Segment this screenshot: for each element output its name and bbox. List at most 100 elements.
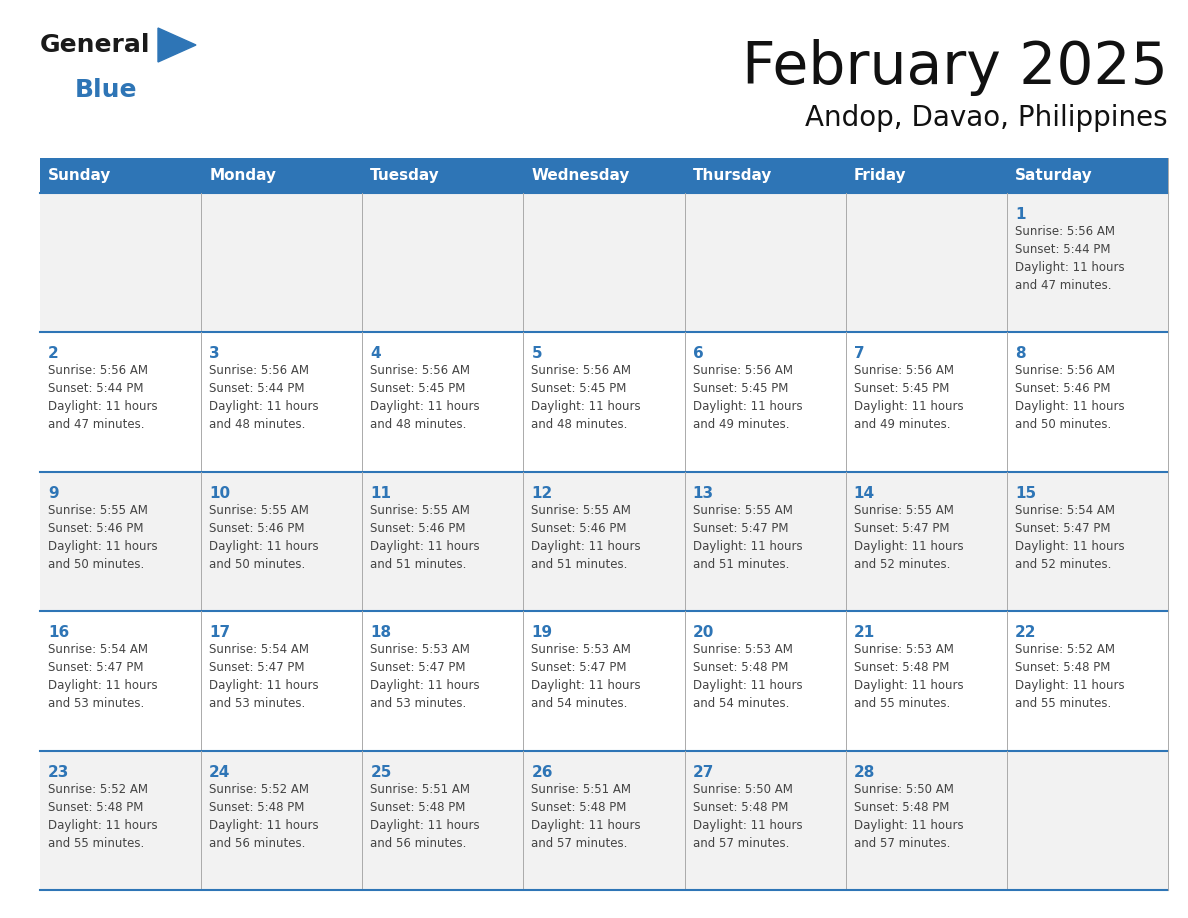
Text: and 47 minutes.: and 47 minutes.: [1015, 279, 1111, 292]
Bar: [40, 332, 1168, 472]
Text: and 49 minutes.: and 49 minutes.: [693, 419, 789, 431]
Text: Daylight: 11 hours: Daylight: 11 hours: [48, 679, 158, 692]
Text: Daylight: 11 hours: Daylight: 11 hours: [1015, 679, 1125, 692]
Text: Daylight: 11 hours: Daylight: 11 hours: [531, 679, 642, 692]
Text: Daylight: 11 hours: Daylight: 11 hours: [854, 679, 963, 692]
Text: 25: 25: [371, 765, 392, 779]
Text: 9: 9: [48, 486, 58, 501]
Text: Sunrise: 5:54 AM: Sunrise: 5:54 AM: [209, 644, 309, 656]
Text: 26: 26: [531, 765, 552, 779]
Text: Sunset: 5:46 PM: Sunset: 5:46 PM: [209, 521, 304, 535]
Text: and 51 minutes.: and 51 minutes.: [693, 558, 789, 571]
Text: Daylight: 11 hours: Daylight: 11 hours: [209, 540, 318, 553]
Text: Sunrise: 5:54 AM: Sunrise: 5:54 AM: [1015, 504, 1114, 517]
Text: Sunset: 5:47 PM: Sunset: 5:47 PM: [48, 661, 144, 674]
Text: Daylight: 11 hours: Daylight: 11 hours: [209, 400, 318, 413]
Text: Sunset: 5:47 PM: Sunset: 5:47 PM: [693, 521, 788, 535]
Text: and 55 minutes.: and 55 minutes.: [48, 836, 144, 849]
Text: 11: 11: [371, 486, 391, 501]
Text: Sunset: 5:48 PM: Sunset: 5:48 PM: [693, 800, 788, 813]
Text: Daylight: 11 hours: Daylight: 11 hours: [693, 819, 802, 832]
Text: Daylight: 11 hours: Daylight: 11 hours: [1015, 540, 1125, 553]
Bar: [40, 472, 1168, 611]
Text: February 2025: February 2025: [742, 39, 1168, 96]
Text: Daylight: 11 hours: Daylight: 11 hours: [693, 679, 802, 692]
Text: Sunrise: 5:56 AM: Sunrise: 5:56 AM: [48, 364, 148, 377]
Text: Monday: Monday: [209, 168, 276, 183]
Text: 18: 18: [371, 625, 391, 640]
Text: Sunset: 5:45 PM: Sunset: 5:45 PM: [531, 383, 627, 396]
Text: Sunrise: 5:50 AM: Sunrise: 5:50 AM: [854, 783, 954, 796]
Text: and 56 minutes.: and 56 minutes.: [209, 836, 305, 849]
Text: and 54 minutes.: and 54 minutes.: [531, 697, 627, 711]
Text: 5: 5: [531, 346, 542, 362]
Text: General: General: [40, 33, 151, 57]
Text: 28: 28: [854, 765, 876, 779]
Text: 24: 24: [209, 765, 230, 779]
Text: Daylight: 11 hours: Daylight: 11 hours: [371, 679, 480, 692]
Text: and 54 minutes.: and 54 minutes.: [693, 697, 789, 711]
Text: Sunrise: 5:56 AM: Sunrise: 5:56 AM: [854, 364, 954, 377]
Text: and 51 minutes.: and 51 minutes.: [371, 558, 467, 571]
Text: and 53 minutes.: and 53 minutes.: [371, 697, 467, 711]
Text: and 51 minutes.: and 51 minutes.: [531, 558, 627, 571]
Text: Sunset: 5:47 PM: Sunset: 5:47 PM: [1015, 521, 1111, 535]
Text: 14: 14: [854, 486, 874, 501]
Text: Wednesday: Wednesday: [531, 168, 630, 183]
Text: Thursday: Thursday: [693, 168, 772, 183]
Text: 2: 2: [48, 346, 58, 362]
Text: Sunrise: 5:52 AM: Sunrise: 5:52 AM: [1015, 644, 1114, 656]
Text: Daylight: 11 hours: Daylight: 11 hours: [854, 400, 963, 413]
Text: Sunrise: 5:53 AM: Sunrise: 5:53 AM: [531, 644, 631, 656]
Text: Sunrise: 5:56 AM: Sunrise: 5:56 AM: [531, 364, 632, 377]
Text: Sunrise: 5:53 AM: Sunrise: 5:53 AM: [693, 644, 792, 656]
Text: 21: 21: [854, 625, 876, 640]
Text: 27: 27: [693, 765, 714, 779]
Text: and 48 minutes.: and 48 minutes.: [209, 419, 305, 431]
Text: and 52 minutes.: and 52 minutes.: [854, 558, 950, 571]
Text: and 55 minutes.: and 55 minutes.: [854, 697, 950, 711]
Text: and 57 minutes.: and 57 minutes.: [854, 836, 950, 849]
Text: Andop, Davao, Philippines: Andop, Davao, Philippines: [805, 104, 1168, 132]
Text: Sunset: 5:45 PM: Sunset: 5:45 PM: [693, 383, 788, 396]
Text: Daylight: 11 hours: Daylight: 11 hours: [48, 400, 158, 413]
Text: and 57 minutes.: and 57 minutes.: [693, 836, 789, 849]
Text: Sunset: 5:47 PM: Sunset: 5:47 PM: [854, 521, 949, 535]
Text: Saturday: Saturday: [1015, 168, 1093, 183]
Text: Daylight: 11 hours: Daylight: 11 hours: [854, 540, 963, 553]
Text: Sunset: 5:46 PM: Sunset: 5:46 PM: [531, 521, 627, 535]
Text: 10: 10: [209, 486, 230, 501]
Text: Sunrise: 5:53 AM: Sunrise: 5:53 AM: [371, 644, 470, 656]
Text: 3: 3: [209, 346, 220, 362]
Text: and 55 minutes.: and 55 minutes.: [1015, 697, 1111, 711]
Bar: [40, 193, 1168, 332]
Text: Sunset: 5:48 PM: Sunset: 5:48 PM: [1015, 661, 1111, 674]
Text: Friday: Friday: [854, 168, 906, 183]
Text: Daylight: 11 hours: Daylight: 11 hours: [531, 400, 642, 413]
Text: Sunrise: 5:55 AM: Sunrise: 5:55 AM: [209, 504, 309, 517]
Polygon shape: [158, 28, 196, 62]
Text: Sunrise: 5:56 AM: Sunrise: 5:56 AM: [693, 364, 792, 377]
Text: Sunset: 5:48 PM: Sunset: 5:48 PM: [209, 800, 304, 813]
Text: Sunrise: 5:50 AM: Sunrise: 5:50 AM: [693, 783, 792, 796]
Text: 17: 17: [209, 625, 230, 640]
Text: Daylight: 11 hours: Daylight: 11 hours: [209, 819, 318, 832]
Text: and 49 minutes.: and 49 minutes.: [854, 419, 950, 431]
Bar: [40, 611, 1168, 751]
Text: Sunset: 5:48 PM: Sunset: 5:48 PM: [531, 800, 627, 813]
Text: Daylight: 11 hours: Daylight: 11 hours: [209, 679, 318, 692]
Text: Sunrise: 5:51 AM: Sunrise: 5:51 AM: [371, 783, 470, 796]
Text: 8: 8: [1015, 346, 1025, 362]
Text: Sunset: 5:47 PM: Sunset: 5:47 PM: [209, 661, 304, 674]
Text: Daylight: 11 hours: Daylight: 11 hours: [48, 540, 158, 553]
Text: Sunrise: 5:52 AM: Sunrise: 5:52 AM: [48, 783, 148, 796]
Bar: [40, 158, 1168, 193]
Text: Sunrise: 5:52 AM: Sunrise: 5:52 AM: [209, 783, 309, 796]
Text: 16: 16: [48, 625, 69, 640]
Text: and 50 minutes.: and 50 minutes.: [1015, 419, 1111, 431]
Text: Sunset: 5:48 PM: Sunset: 5:48 PM: [48, 800, 144, 813]
Text: Sunset: 5:46 PM: Sunset: 5:46 PM: [48, 521, 144, 535]
Text: 6: 6: [693, 346, 703, 362]
Text: Daylight: 11 hours: Daylight: 11 hours: [531, 540, 642, 553]
Text: 15: 15: [1015, 486, 1036, 501]
